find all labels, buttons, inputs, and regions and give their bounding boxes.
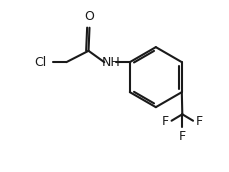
Text: F: F (195, 115, 202, 128)
Text: F: F (178, 130, 185, 143)
Text: Cl: Cl (34, 56, 46, 69)
Text: F: F (161, 115, 168, 128)
Text: NH: NH (101, 56, 120, 69)
Text: O: O (84, 10, 94, 23)
